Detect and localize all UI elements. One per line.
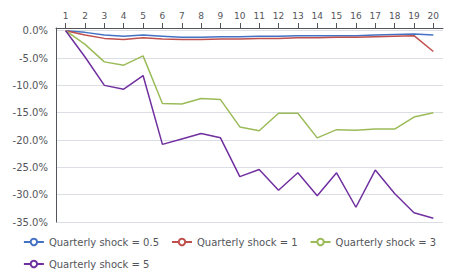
svg-text:4: 4 [121,11,127,21]
svg-text:Quarterly shock = 3: Quarterly shock = 3 [336,237,437,248]
svg-text:-10.0%: -10.0% [13,80,48,91]
svg-text:2: 2 [82,11,88,21]
svg-text:-15.0%: -15.0% [13,107,48,118]
svg-text:-35.0%: -35.0% [13,217,48,228]
svg-text:-30.0%: -30.0% [13,189,48,200]
svg-text:-25.0%: -25.0% [13,162,48,173]
svg-text:1: 1 [63,11,69,21]
svg-text:-20.0%: -20.0% [13,135,48,146]
svg-text:20: 20 [428,11,440,21]
svg-text:5: 5 [140,11,146,21]
svg-text:Quarterly shock = 5: Quarterly shock = 5 [49,259,150,270]
svg-text:7: 7 [179,11,185,21]
svg-text:3: 3 [102,11,108,21]
svg-text:8: 8 [198,11,204,21]
svg-text:18: 18 [389,11,401,21]
svg-text:19: 19 [408,11,420,21]
svg-text:13: 13 [292,11,303,21]
svg-text:17: 17 [370,11,381,21]
svg-text:15: 15 [331,11,342,21]
svg-text:10: 10 [234,11,246,21]
svg-text:Quarterly shock = 1: Quarterly shock = 1 [197,237,298,248]
svg-text:0.0%: 0.0% [23,25,48,36]
svg-text:6: 6 [160,11,166,21]
svg-text:11: 11 [253,11,264,21]
svg-text:12: 12 [273,11,284,21]
svg-text:-5.0%: -5.0% [19,53,48,64]
svg-text:Quarterly shock = 0.5: Quarterly shock = 0.5 [49,237,159,248]
svg-text:9: 9 [218,11,224,21]
svg-text:16: 16 [350,11,362,21]
svg-text:14: 14 [311,11,323,21]
